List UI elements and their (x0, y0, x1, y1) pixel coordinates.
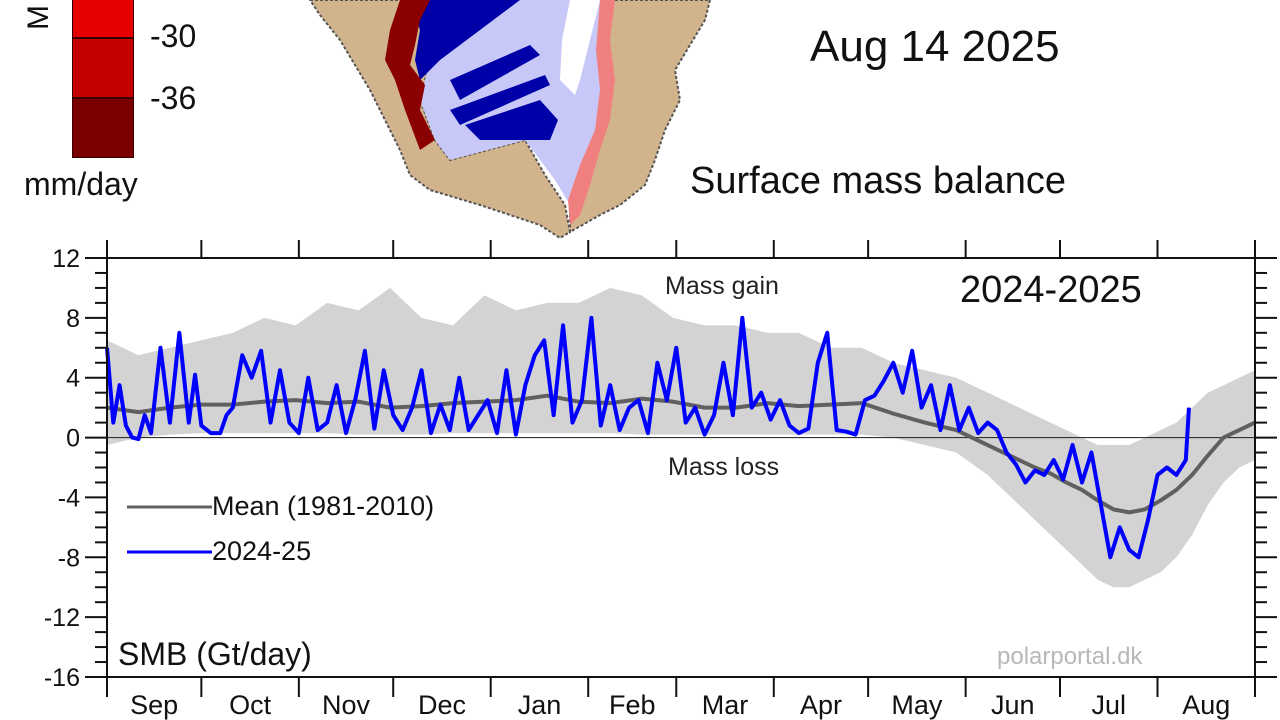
current-line (105, 315, 1191, 560)
climatology-band-area (107, 287, 1255, 588)
mass-loss-label: Mass loss (668, 453, 779, 481)
y-tick-label: -16 (44, 664, 80, 692)
x-tick-label: Feb (609, 690, 656, 720)
y-tick-label: -12 (44, 604, 80, 632)
y-tick-label: 12 (52, 245, 80, 273)
y-axis-ticks: 12 8 4 0 -4 -8 -12 -16 (44, 245, 1277, 692)
chart-title: 2024-2025 (960, 269, 1142, 311)
mass-gain-label: Mass gain (665, 272, 779, 300)
legend-label-mean: Mean (1981-2010) (212, 491, 434, 521)
x-tick-label: Mar (702, 690, 749, 720)
x-tick-label: Apr (800, 690, 842, 720)
colorbar-segment (72, 0, 134, 38)
y-tick-label: 8 (66, 305, 80, 333)
x-tick-label: Aug (1182, 690, 1230, 720)
legend-label-current: 2024-25 (212, 536, 311, 566)
x-tick-label: Nov (322, 690, 371, 720)
x-axis-ticks: Sep Oct Nov Dec Jan Feb Mar Apr May Jun Jul Aug (106, 240, 1256, 720)
colorbar-label: -36 (150, 80, 197, 116)
colorbar (72, 0, 134, 158)
y-tick-label: -4 (58, 484, 80, 512)
colorbar-segment (72, 98, 134, 158)
greenland-smb-map (308, 0, 712, 240)
smb-chart: 12 8 4 0 -4 -8 -12 -16 Sep Oct Nov Dec Jan Feb Mar Apr… (44, 240, 1277, 720)
x-tick-label: Jul (1091, 690, 1126, 720)
x-tick-label: Jan (518, 690, 562, 720)
mean-line (106, 393, 1256, 515)
map-date: Aug 14 2025 (810, 22, 1060, 71)
x-tick-label: Dec (418, 690, 466, 720)
x-tick-label: May (891, 690, 943, 720)
x-tick-label: Oct (229, 690, 272, 720)
current-series (105, 315, 1191, 560)
colorbar-label: -30 (150, 18, 197, 54)
colorbar-unit: mm/day (24, 166, 138, 202)
map-ice-sheet (385, 0, 615, 225)
mean-series (106, 393, 1256, 515)
colorbar-segment (72, 38, 134, 98)
colorbar-title-fragment: M (22, 5, 55, 30)
y-axis-label: SMB (Gt/day) (118, 636, 312, 672)
credit-label: polarportal.dk (997, 643, 1143, 670)
x-tick-label: Jun (991, 690, 1035, 720)
y-tick-label: 4 (66, 365, 80, 393)
legend: Mean (1981-2010) 2024-25 (127, 491, 434, 566)
map-title: Surface mass balance (690, 160, 1066, 202)
climatology-band (107, 287, 1255, 588)
x-tick-label: Sep (130, 690, 178, 720)
y-tick-label: 0 (66, 425, 80, 453)
y-tick-label: -8 (58, 544, 80, 572)
